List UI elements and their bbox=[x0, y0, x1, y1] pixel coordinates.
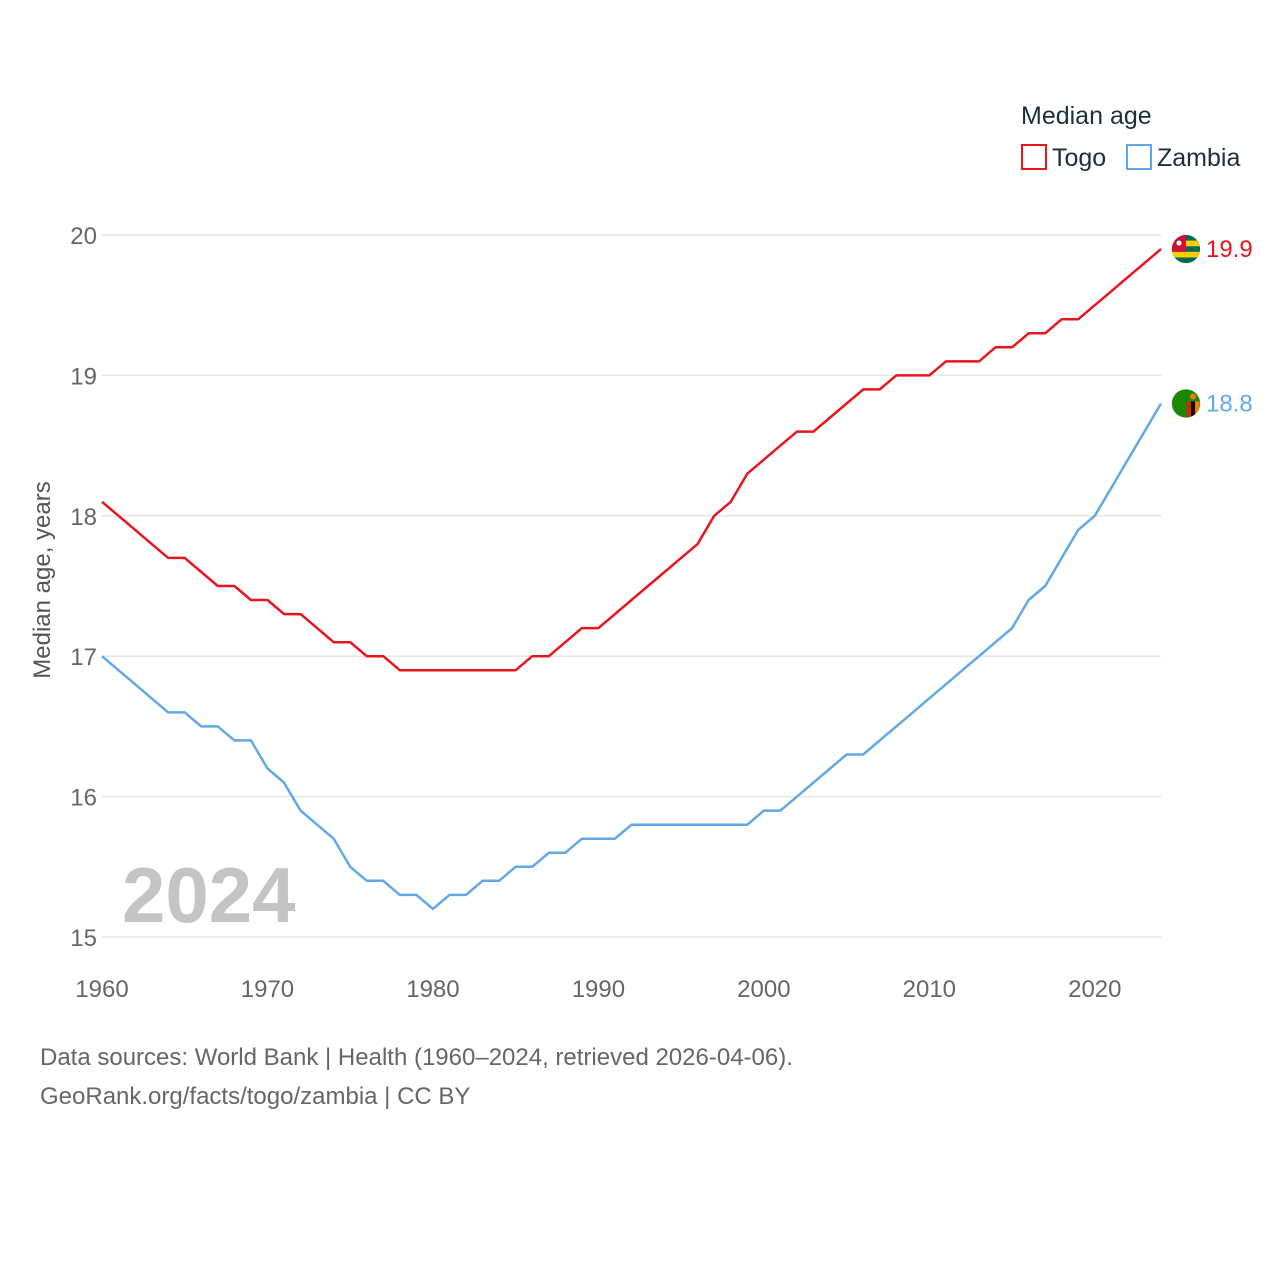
y-tick-label: 16 bbox=[70, 785, 97, 812]
footer-sources: Data sources: World Bank | Health (1960–… bbox=[40, 1044, 793, 1071]
series-line-zambia[interactable] bbox=[101, 402, 1163, 911]
series-endpoints: 19.9 18.8 bbox=[1171, 234, 1253, 418]
y-axis-title: Median age, years bbox=[29, 481, 56, 678]
endpoint-marker bbox=[1171, 388, 1201, 418]
legend-label-togo: Togo bbox=[1052, 144, 1106, 172]
legend-title: Median age bbox=[1021, 102, 1152, 130]
y-axis-ticks: 15 16 17 18 19 20 bbox=[70, 223, 97, 952]
y-tick-label: 20 bbox=[70, 223, 97, 250]
y-tick-label: 15 bbox=[70, 925, 97, 952]
grid-lines bbox=[102, 234, 1161, 938]
legend-label-zambia: Zambia bbox=[1157, 144, 1240, 172]
endpoint-marker bbox=[1171, 234, 1201, 264]
zambia-flag-icon bbox=[1172, 389, 1200, 418]
legend-swatch-zambia bbox=[1126, 144, 1152, 170]
x-tick-label: 2000 bbox=[737, 976, 790, 1003]
year-watermark: 2024 bbox=[122, 851, 296, 939]
series-lines bbox=[101, 248, 1163, 911]
end-label-zambia: 18.8 bbox=[1206, 390, 1253, 417]
y-tick-label: 18 bbox=[70, 504, 97, 531]
legend: Median age Togo Zambia bbox=[1021, 102, 1240, 172]
togo-flag-icon bbox=[1172, 235, 1200, 264]
legend-swatch-togo bbox=[1021, 144, 1047, 170]
y-tick-label: 19 bbox=[70, 363, 97, 390]
x-tick-label: 2010 bbox=[903, 976, 956, 1003]
x-tick-label: 2020 bbox=[1068, 976, 1121, 1003]
x-tick-label: 1970 bbox=[241, 976, 294, 1003]
y-tick-label: 17 bbox=[70, 644, 97, 671]
x-axis-ticks: 1960 1970 1980 1990 2000 2010 2020 bbox=[75, 976, 1121, 1003]
end-label-togo: 19.9 bbox=[1206, 236, 1253, 263]
legend-item-zambia[interactable]: Zambia bbox=[1126, 144, 1240, 172]
series-line-togo[interactable] bbox=[101, 248, 1162, 672]
x-tick-label: 1990 bbox=[572, 976, 625, 1003]
footer-attribution: GeoRank.org/facts/togo/zambia | CC BY bbox=[40, 1083, 471, 1110]
legend-item-togo[interactable]: Togo bbox=[1021, 144, 1106, 172]
x-tick-label: 1980 bbox=[406, 976, 459, 1003]
x-tick-label: 1960 bbox=[75, 976, 128, 1003]
